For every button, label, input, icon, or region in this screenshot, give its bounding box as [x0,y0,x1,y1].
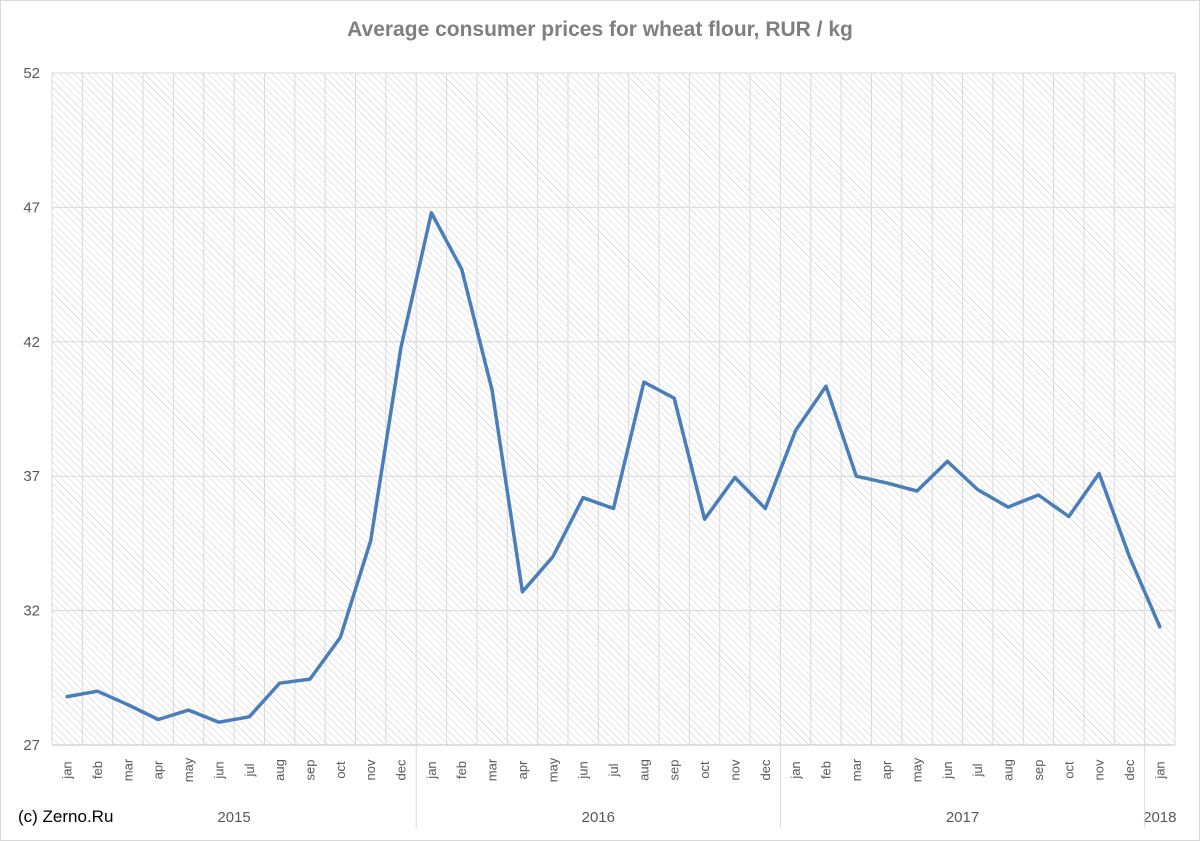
data-point [429,211,433,215]
gridlines [51,72,1176,746]
month-tick-label: jul [606,763,621,777]
data-point [490,388,494,392]
month-tick-label: nov [727,759,742,780]
data-point [1158,625,1162,629]
month-tick-label: sep [302,760,317,781]
month-tick-label: oct [333,761,348,779]
year-label: 2015 [217,809,250,826]
month-tick-label: jun [211,761,226,779]
data-point [1097,472,1101,476]
x-axis: jan feb mar apr may jun jul aug sep oct nov dec jan f… [52,744,1177,828]
data-point [672,396,676,400]
month-tick-label: may [181,757,196,782]
month-tick-label: nov [363,759,378,780]
plot-area [52,73,1175,745]
data-point [217,720,221,724]
data-point [703,517,707,521]
y-tick-label: 52 [23,65,40,82]
month-tick-label: sep [1031,760,1046,781]
plot-hatch [52,73,1175,745]
data-point [733,476,737,480]
data-point [156,717,160,721]
data-point [915,489,919,493]
year-label: 2016 [582,809,615,826]
month-tick-label: mar [485,758,500,781]
y-tick-label: 27 [23,737,40,754]
month-tick-label: jun [940,761,955,779]
month-tick-label: aug [1001,759,1016,781]
data-point [1127,555,1131,559]
data-point [794,429,798,433]
data-point [1036,493,1040,497]
month-tick-label: jan [1152,761,1167,779]
data-point [854,474,858,478]
month-tick-label: feb [818,761,833,779]
month-tick-label: jan [424,761,439,779]
data-point [824,384,828,388]
data-point [976,488,980,492]
month-tick-label: oct [697,761,712,779]
y-tick-label: 47 [23,199,40,216]
data-point [96,689,100,693]
month-tick-label: oct [1061,761,1076,779]
data-point [338,635,342,639]
month-tick-label: jul [242,763,257,777]
month-tick-label: may [910,757,925,782]
month-tick-label: jan [788,761,803,779]
data-point [581,496,585,500]
month-tick-label: aug [636,759,651,781]
year-label: 2017 [946,809,979,826]
data-point [520,590,524,594]
data-point [1067,515,1071,519]
month-tick-label: dec [758,759,773,780]
data-point [763,506,767,510]
month-tick-label: dec [1122,759,1137,780]
credit-text: (c) Zerno.Ru [18,807,114,826]
month-tick-label: jan [60,761,75,779]
data-point [65,695,69,699]
data-point [278,681,282,685]
data-point [247,715,251,719]
data-point [642,380,646,384]
month-tick-label: jul [970,763,985,777]
data-point [369,539,373,543]
month-tick-label: mar [849,758,864,781]
year-label: 2018 [1143,809,1176,826]
data-point [612,506,615,510]
month-tick-label: apr [879,760,894,779]
data-point [126,703,130,707]
data-point [399,345,403,349]
month-tick-label: may [545,757,560,782]
month-tick-label: aug [272,759,287,781]
data-point [460,267,464,271]
y-tick-label: 42 [23,334,40,351]
month-tick-label: sep [667,760,682,781]
data-point [551,555,555,559]
data-point [308,677,312,681]
y-tick-label: 32 [23,603,40,620]
data-point [187,708,191,712]
month-tick-label: feb [454,761,469,779]
month-tick-label: feb [90,761,105,779]
month-tick-label: apr [515,760,530,779]
month-tick-label: jun [576,761,591,779]
month-tick-label: apr [151,760,166,779]
y-tick-label: 37 [23,468,40,485]
month-tick-label: mar [120,758,135,781]
series-layer [65,211,1162,724]
data-point [1006,505,1010,509]
chart-title: Average consumer prices for wheat flour,… [347,18,853,41]
data-point [945,459,949,463]
data-point [885,481,889,485]
month-tick-label: nov [1092,759,1107,780]
y-axis: 27 32 37 42 47 52 [23,65,40,754]
month-tick-label: dec [394,759,409,780]
